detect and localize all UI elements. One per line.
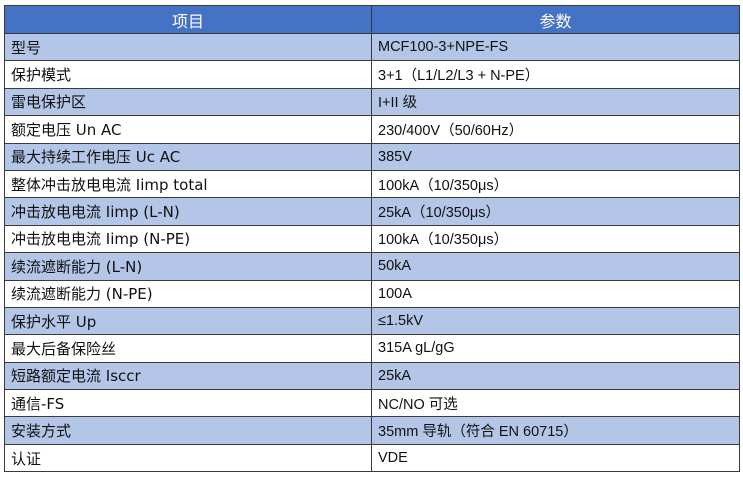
value-cell: 25kA（10/350μs） [371,197,740,226]
value-cell: 100kA（10/350μs） [371,224,740,254]
value-cell: 100A [371,279,740,308]
spec-table: 项目 参数 型号 MCF100-3+NPE-FS 保护模式 3+1（L1/L2/L3 … [4,5,740,473]
item-cell: 续流遮断能力 (N-PE) [4,279,372,308]
item-cell: 型号 [4,32,372,62]
item-cell: 冲击放电电流 Iimp (L-N) [4,197,372,226]
table-row: 型号 MCF100-3+NPE-FS [4,32,740,62]
value-cell: 3+1（L1/L2/L3 + N-PE） [371,60,740,89]
table-row: 安装方式 35mm 导轨（符合 EN 60715） [4,416,740,445]
value-cell: 315A gL/gG [371,334,740,363]
value-cell: 35mm 导轨（符合 EN 60715） [371,416,740,445]
item-cell: 短路额定电流 Isccr [4,361,372,391]
table-header-row: 项目 参数 [4,5,740,34]
value-cell: 100kA（10/350μs） [371,169,740,199]
header-item: 项目 [4,5,372,34]
item-cell: 认证 [4,443,372,473]
table-row: 冲击放电电流 Iimp (N-PE) 100kA（10/350μs） [4,224,740,254]
table-row: 雷电保护区 I+II 级 [4,87,740,117]
table-row: 续流遮断能力 (N-PE) 100A [4,279,740,308]
value-cell: VDE [371,443,740,473]
item-cell: 冲击放电电流 Iimp (N-PE) [4,224,372,254]
table-row: 额定电压 Un AC 230/400V（50/60Hz） [4,115,740,144]
table-row: 通信-FS NC/NO 可选 [4,389,740,418]
item-cell: 最大后备保险丝 [4,334,372,363]
header-parameter: 参数 [371,5,740,34]
table-row: 最大后备保险丝 315A gL/gG [4,334,740,363]
value-cell: ≤1.5kV [371,306,740,336]
value-cell: NC/NO 可选 [371,389,740,418]
item-cell: 续流遮断能力 (L-N) [4,252,372,281]
table-row: 整体冲击放电电流 Iimp total 100kA（10/350μs） [4,169,740,199]
value-cell: 25kA [371,361,740,391]
item-cell: 通信-FS [4,389,372,418]
table-row: 保护模式 3+1（L1/L2/L3 + N-PE） [4,60,740,89]
value-cell: MCF100-3+NPE-FS [371,32,740,62]
table-row: 冲击放电电流 Iimp (L-N) 25kA（10/350μs） [4,197,740,226]
item-cell: 安装方式 [4,416,372,445]
table-row: 续流遮断能力 (L-N) 50kA [4,252,740,281]
item-cell: 最大持续工作电压 Uc AC [4,142,372,171]
item-cell: 保护水平 Up [4,306,372,336]
table-row: 保护水平 Up ≤1.5kV [4,306,740,336]
value-cell: 385V [371,142,740,171]
value-cell: I+II 级 [371,87,740,117]
table-row: 认证 VDE [4,443,740,473]
value-cell: 50kA [371,252,740,281]
table-row: 短路额定电流 Isccr 25kA [4,361,740,391]
item-cell: 雷电保护区 [4,87,372,117]
table-row: 最大持续工作电压 Uc AC 385V [4,142,740,171]
value-cell: 230/400V（50/60Hz） [371,115,740,144]
item-cell: 额定电压 Un AC [4,115,372,144]
item-cell: 保护模式 [4,60,372,89]
item-cell: 整体冲击放电电流 Iimp total [4,169,372,199]
